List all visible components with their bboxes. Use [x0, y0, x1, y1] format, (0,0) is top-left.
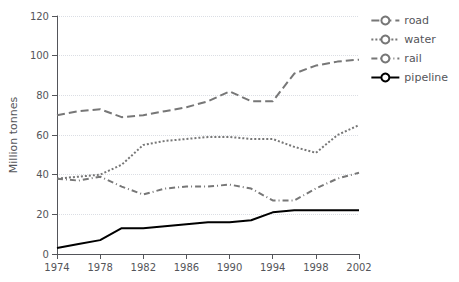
svg-text:120: 120 [30, 11, 49, 22]
svg-text:40: 40 [36, 169, 49, 180]
svg-text:20: 20 [36, 209, 49, 220]
svg-text:road: road [404, 14, 429, 27]
svg-text:pipeline: pipeline [404, 71, 448, 84]
svg-text:100: 100 [30, 50, 49, 61]
svg-text:rail: rail [404, 52, 421, 65]
svg-text:2002: 2002 [346, 262, 371, 273]
svg-text:1998: 1998 [303, 262, 328, 273]
svg-text:80: 80 [36, 90, 49, 101]
svg-text:1978: 1978 [87, 262, 112, 273]
svg-text:0: 0 [43, 249, 49, 260]
svg-text:Million tonnes: Million tonnes [7, 97, 20, 174]
svg-text:1990: 1990 [217, 262, 242, 273]
svg-text:1982: 1982 [131, 262, 156, 273]
svg-text:60: 60 [36, 130, 49, 141]
svg-text:1974: 1974 [44, 262, 69, 273]
svg-text:water: water [404, 33, 436, 46]
svg-text:1994: 1994 [260, 262, 285, 273]
svg-text:1986: 1986 [174, 262, 199, 273]
